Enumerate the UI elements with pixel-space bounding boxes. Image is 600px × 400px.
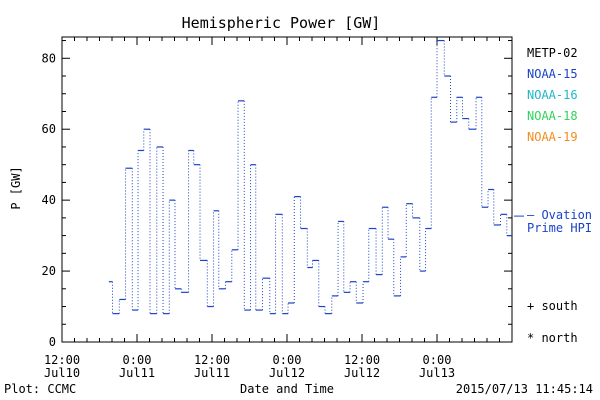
legend: METP-02 NOAA-15 NOAA-16 NOAA-18 NOAA-19 …: [527, 46, 592, 345]
x-tick-label-time: 0:00: [273, 353, 302, 367]
y-tick-label: 80: [42, 51, 56, 65]
y-axis-label: P [GW]: [9, 166, 23, 209]
axis-ticks: 02040608012:00Jul100:00Jul1112:00Jul110:…: [42, 37, 524, 380]
plot-timestamp: 2015/07/13 11:45:14: [456, 382, 593, 396]
chart-title: Hemispheric Power [GW]: [182, 14, 381, 32]
data-series: [108, 39, 512, 315]
legend-entry-noaa-15: NOAA-15: [527, 67, 578, 81]
x-tick-label-date: Jul12: [344, 366, 380, 380]
legend-entry-noaa-18: NOAA-18: [527, 109, 578, 123]
legend-entry-metp-02: METP-02: [527, 46, 578, 60]
plot-frame: [61, 36, 513, 343]
ovation-label-2: Prime HPI: [527, 221, 592, 235]
x-tick-label-time: 0:00: [123, 353, 152, 367]
x-tick-label-date: Jul12: [269, 366, 305, 380]
south-marker-label: + south: [527, 299, 578, 313]
y-tick-label: 20: [42, 264, 56, 278]
x-tick-label-time: 0:00: [423, 353, 452, 367]
y-tick-label: 0: [49, 335, 56, 349]
x-tick-label-date: Jul11: [194, 366, 230, 380]
plot-credit: Plot: CCMC: [4, 382, 76, 396]
x-tick-label-date: Jul11: [119, 366, 155, 380]
x-tick-label-time: 12:00: [44, 353, 80, 367]
y-tick-label: 60: [42, 122, 56, 136]
x-tick-label-time: 12:00: [194, 353, 230, 367]
north-marker-label: * north: [527, 331, 578, 345]
x-tick-label-time: 12:00: [344, 353, 380, 367]
legend-entry-noaa-19: NOAA-19: [527, 130, 578, 144]
x-tick-label-date: Jul13: [419, 366, 455, 380]
x-tick-label-date: Jul10: [44, 366, 80, 380]
y-tick-label: 40: [42, 193, 56, 207]
ovation-label: — Ovation: [527, 208, 592, 222]
x-axis-label: Date and Time: [240, 382, 334, 396]
legend-entry-noaa-16: NOAA-16: [527, 88, 578, 102]
